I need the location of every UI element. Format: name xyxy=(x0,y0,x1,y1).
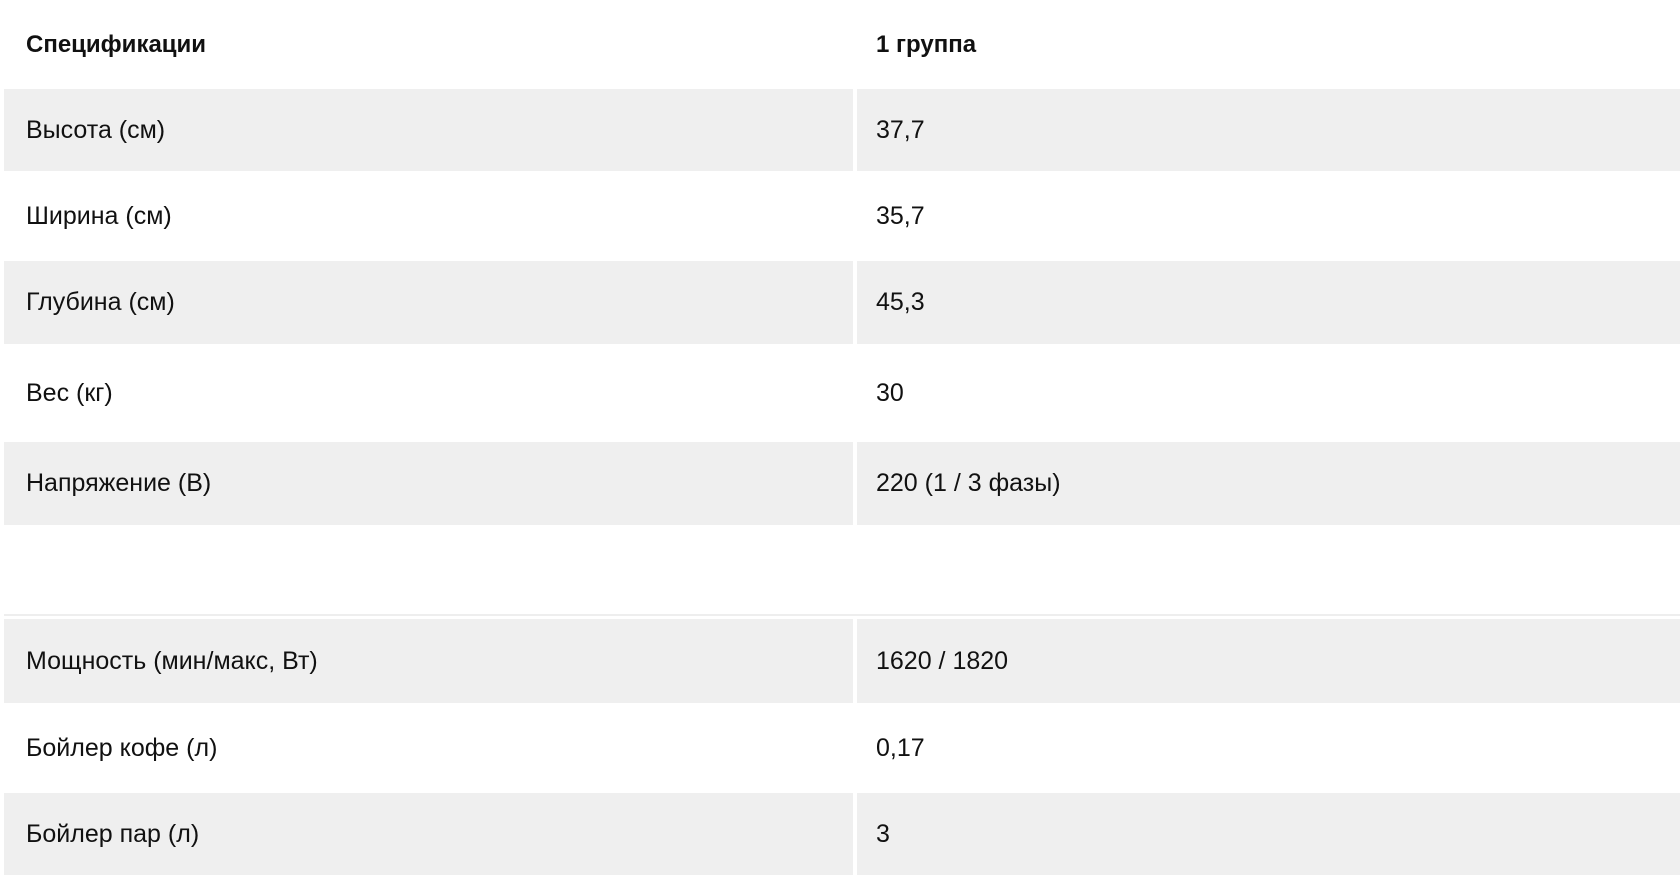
row-value: 1620 / 1820 xyxy=(857,619,1680,703)
row-label: Мощность (мин/макс, Вт) xyxy=(4,619,853,703)
table-row: Мощность (мин/макс, Вт) 1620 / 1820 xyxy=(4,619,1680,703)
row-value: 3 xyxy=(857,793,1680,875)
table-row: Глубина (см) 45,3 xyxy=(4,261,1680,344)
row-label: Напряжение (В) xyxy=(4,442,853,525)
table-row: Ширина (см) 35,7 xyxy=(4,171,1680,261)
row-label: Глубина (см) xyxy=(4,261,853,344)
table-row: Бойлер кофе (л) 0,17 xyxy=(4,703,1680,793)
table-header: Спецификации 1 группа xyxy=(4,0,1680,89)
row-label: Вес (кг) xyxy=(26,378,113,407)
header-group: 1 группа xyxy=(876,30,977,58)
table-row: Вес (кг) 30 xyxy=(4,344,1680,442)
table-row: Бойлер пар (л) 3 xyxy=(4,793,1680,875)
row-value: 0,17 xyxy=(876,733,925,762)
table-row: Напряжение (В) 220 (1 / 3 фазы) xyxy=(4,442,1680,525)
header-spec: Спецификации xyxy=(26,30,207,58)
row-label: Высота (см) xyxy=(4,89,853,171)
row-value: 30 xyxy=(876,378,904,407)
row-value: 45,3 xyxy=(857,261,1680,344)
row-label: Ширина (см) xyxy=(26,201,172,230)
row-value: 220 (1 / 3 фазы) xyxy=(857,442,1680,525)
table-row: Высота (см) 37,7 xyxy=(4,89,1680,171)
row-value: 37,7 xyxy=(857,89,1680,171)
row-label: Бойлер пар (л) xyxy=(4,793,853,875)
row-label: Бойлер кофе (л) xyxy=(26,733,218,762)
table-divider xyxy=(4,614,1680,616)
row-value: 35,7 xyxy=(876,201,925,230)
